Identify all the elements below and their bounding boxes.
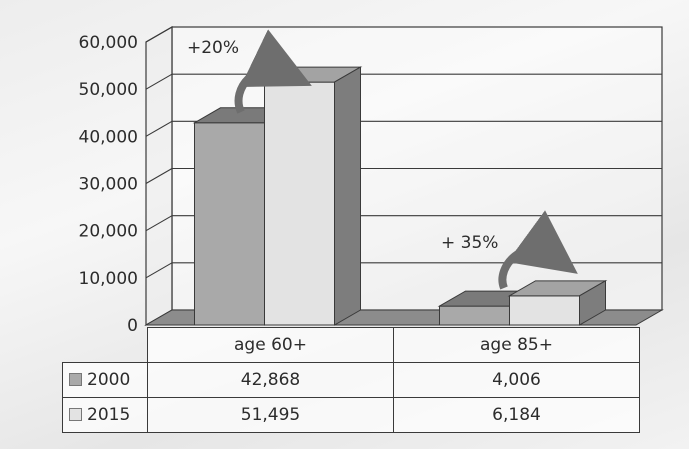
legend-entry-2015: 2015 bbox=[62, 397, 148, 433]
y-tick-label: 20,000 bbox=[79, 222, 138, 242]
gridline bbox=[145, 73, 173, 90]
bar-2015-age60 bbox=[262, 66, 363, 326]
table-cell: 51,495 bbox=[147, 397, 394, 433]
bar-front-face bbox=[439, 305, 510, 326]
bar-side-face bbox=[334, 66, 361, 326]
annotation-age85-change: + 35% bbox=[441, 233, 498, 253]
bar-side-face bbox=[579, 279, 606, 326]
table-corner bbox=[63, 328, 148, 363]
bar-front-face bbox=[509, 295, 580, 326]
y-tick-label: 40,000 bbox=[79, 127, 138, 147]
gridline bbox=[145, 168, 173, 184]
data-table: age 60+ age 85+ 2000 42,868 4,006 2015 5… bbox=[62, 327, 640, 433]
table-header-age85: age 85+ bbox=[393, 327, 640, 363]
y-tick-label: 50,000 bbox=[79, 80, 138, 100]
y-tick-label: 30,000 bbox=[79, 175, 138, 195]
bar-front-face bbox=[194, 122, 265, 326]
legend-label: 2015 bbox=[87, 405, 131, 425]
gridline bbox=[145, 215, 173, 232]
legend-swatch-icon bbox=[69, 373, 82, 386]
table-row: 2000 42,868 4,006 bbox=[62, 362, 640, 398]
y-tick-labels: 0 10,000 20,000 30,000 40,000 50,000 60,000 bbox=[79, 33, 138, 336]
bars bbox=[192, 66, 608, 326]
table-row: 2015 51,495 6,184 bbox=[62, 397, 640, 433]
gridline bbox=[145, 262, 173, 279]
bar-front-face bbox=[264, 81, 335, 326]
y-tick-label: 0 bbox=[127, 316, 138, 336]
increase-arrow-icon bbox=[498, 210, 578, 290]
legend-label: 2000 bbox=[87, 370, 131, 390]
y-tick-label: 60,000 bbox=[79, 33, 138, 53]
gridline bbox=[145, 26, 173, 43]
increase-arrow-icon bbox=[234, 29, 312, 114]
gridline bbox=[145, 120, 173, 137]
change-arrows bbox=[234, 29, 578, 290]
annotation-age60-change: +20% bbox=[187, 38, 239, 58]
y-tick-label: 10,000 bbox=[79, 269, 138, 289]
table-cell: 4,006 bbox=[393, 362, 640, 398]
table-cell: 42,868 bbox=[147, 362, 394, 398]
table-cell: 6,184 bbox=[393, 397, 640, 433]
table-header-age60: age 60+ bbox=[147, 327, 394, 363]
bar-2015-age85 bbox=[507, 279, 608, 326]
table-header-row: age 60+ age 85+ bbox=[63, 327, 640, 363]
legend-entry-2000: 2000 bbox=[62, 362, 148, 398]
legend-swatch-icon bbox=[69, 408, 82, 421]
